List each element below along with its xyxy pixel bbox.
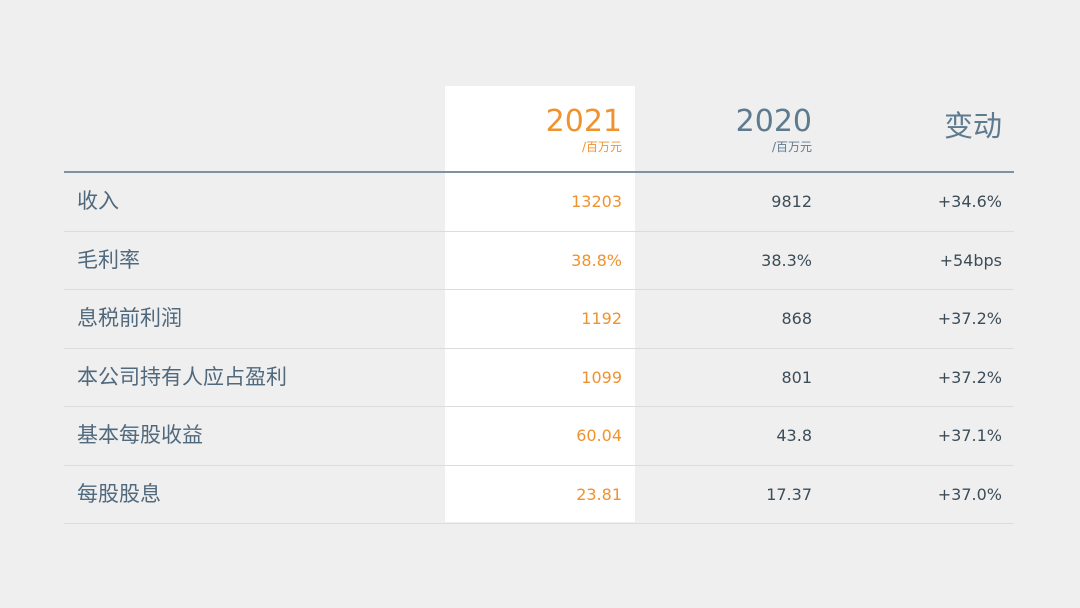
table-body: 收入 13203 9812 +34.6% 毛利率 38.8% 38.3% +54… — [64, 173, 1014, 524]
row-label: 每股股息 — [77, 481, 161, 506]
row-change: +37.1% — [937, 426, 1002, 445]
table-row: 每股股息 23.81 17.37 +37.0% — [64, 466, 1014, 524]
header-divider — [64, 171, 1014, 173]
header-2020-unit: /百万元 — [771, 140, 812, 154]
header-2021-year: 2021 — [545, 104, 622, 139]
row-value-2020: 868 — [781, 309, 812, 328]
row-change: +34.6% — [937, 192, 1002, 211]
row-value-2021: 38.8% — [571, 250, 622, 270]
row-label: 息税前利润 — [77, 306, 182, 330]
table-row: 基本每股收益 60.04 43.8 +37.1% — [64, 407, 1014, 466]
row-value-2021: 1099 — [581, 367, 622, 387]
highlight-column-2021 — [445, 86, 635, 522]
row-label: 毛利率 — [77, 247, 140, 272]
table-row: 收入 13203 9812 +34.6% — [64, 173, 1014, 232]
row-change: +37.2% — [937, 309, 1002, 328]
header-change: 变动 — [943, 109, 1002, 143]
row-change: +37.2% — [937, 367, 1002, 387]
row-value-2021: 60.04 — [576, 426, 622, 445]
row-label: 基本每股收益 — [77, 423, 203, 447]
row-change: +54bps — [939, 250, 1002, 270]
table-row: 毛利率 38.8% 38.3% +54bps — [64, 232, 1014, 290]
row-label: 收入 — [77, 189, 119, 213]
row-value-2021: 23.81 — [576, 484, 622, 504]
row-value-2020: 9812 — [771, 192, 812, 211]
row-value-2021: 13203 — [571, 192, 622, 211]
table-header: 2021 /百万元 2020 /百万元 变动 — [64, 86, 1014, 171]
header-2020: 2020 /百万元 — [635, 86, 812, 154]
table-row: 本公司持有人应占盈利 1099 801 +37.2% — [64, 349, 1014, 407]
row-value-2020: 43.8 — [776, 426, 812, 445]
header-2020-year: 2020 — [735, 104, 812, 139]
row-value-2021: 1192 — [581, 309, 622, 328]
row-value-2020: 38.3% — [761, 250, 812, 270]
row-change: +37.0% — [937, 484, 1002, 504]
header-2021: 2021 /百万元 — [445, 86, 622, 154]
row-value-2020: 801 — [781, 367, 812, 387]
table-row: 息税前利润 1192 868 +37.2% — [64, 290, 1014, 349]
row-value-2020: 17.37 — [766, 484, 812, 504]
row-label: 本公司持有人应占盈利 — [77, 364, 287, 389]
header-2021-unit: /百万元 — [581, 140, 622, 154]
